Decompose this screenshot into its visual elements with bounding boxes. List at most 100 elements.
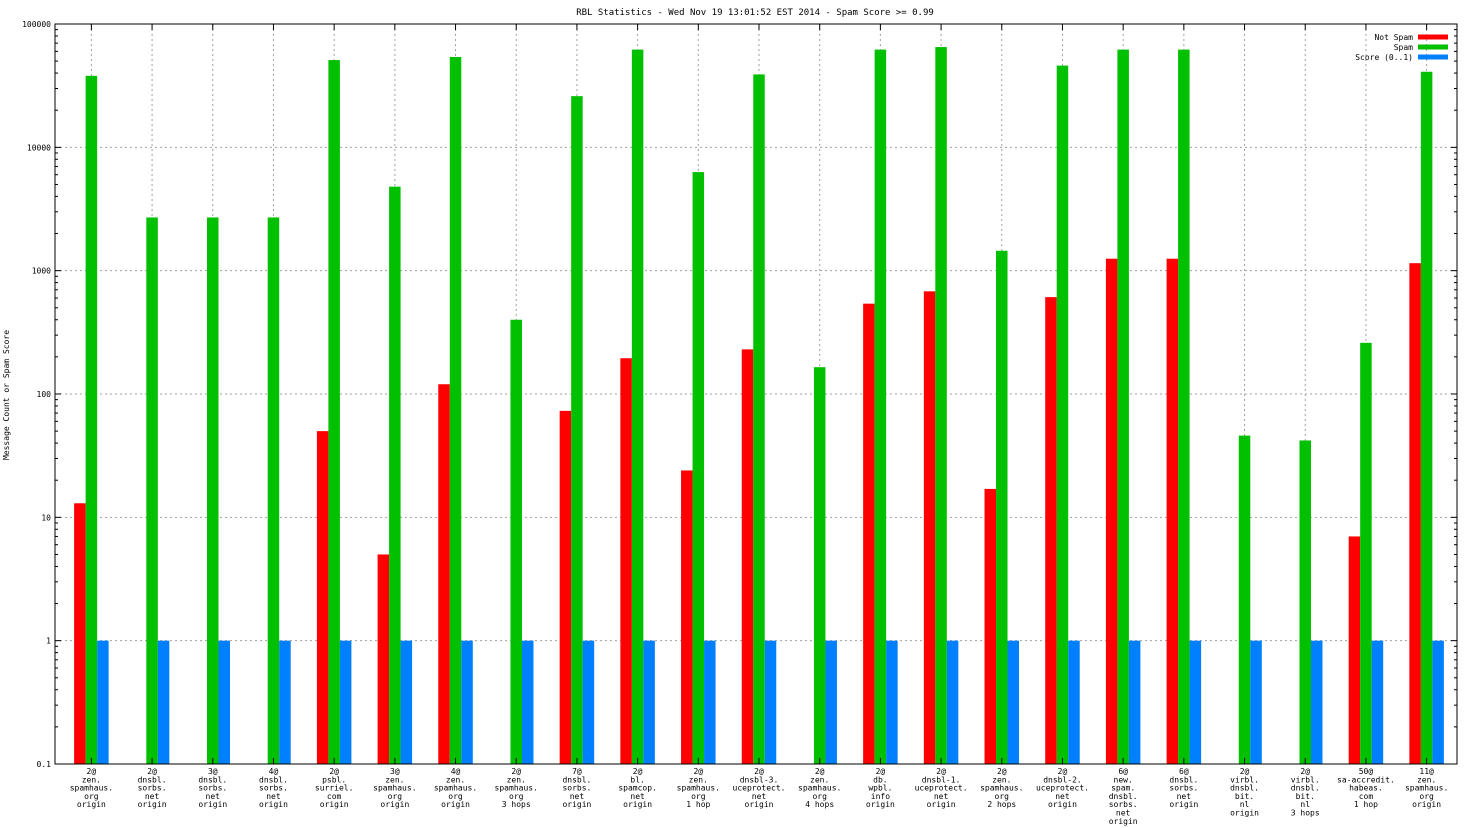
bar-spam: [692, 172, 705, 765]
x-tick-label: 50@ sa-accredit. habeas. com 1 hop: [1337, 767, 1395, 809]
bar-spam: [1178, 49, 1190, 764]
x-tick-label: 2@ zen. spamhaus. org 2 hops: [980, 767, 1023, 809]
chart-title: RBL Statistics - Wed Nov 19 13:01:52 EST…: [576, 8, 934, 18]
y-tick-label: 1000: [32, 267, 51, 276]
bar-spam: [631, 49, 644, 764]
bar-score-0-1: [1432, 640, 1444, 764]
legend-label: Spam: [1394, 43, 1413, 52]
bar-spam: [1056, 65, 1069, 764]
bar-spam: [510, 319, 522, 764]
bar-score-0-1: [339, 640, 352, 764]
bar-score-0-1: [764, 640, 777, 764]
x-tick-label: 11@ zen. spamhaus. org origin: [1405, 767, 1448, 809]
legend-label: Not Spam: [1374, 33, 1413, 42]
y-tick-label: 1: [46, 637, 51, 646]
bar-spam: [813, 367, 826, 764]
bar-score-0-1: [1068, 640, 1080, 764]
x-tick-label: 3@ zen. spamhaus. org origin: [373, 767, 416, 809]
x-tick-label: 2@ zen. spamhaus. org 4 hops: [798, 767, 841, 809]
bar-not-spam: [620, 358, 632, 764]
legend-swatch: [1418, 34, 1448, 40]
bar-spam: [328, 60, 340, 764]
bar-not-spam: [316, 431, 329, 764]
bars: [74, 47, 1444, 765]
bar-spam: [1420, 71, 1433, 765]
bar-score-0-1: [643, 640, 655, 764]
bar-score-0-1: [1128, 640, 1141, 764]
bar-not-spam: [681, 470, 693, 764]
bar-spam: [874, 49, 887, 764]
bar-score-0-1: [400, 640, 413, 764]
bar-score-0-1: [1007, 640, 1020, 764]
bar-score-0-1: [946, 640, 959, 764]
x-tick-label: 2@ zen. spamhaus. org origin: [70, 767, 113, 809]
bar-not-spam: [438, 384, 450, 764]
bar-not-spam: [1105, 258, 1118, 764]
y-tick-label: 100: [37, 390, 52, 399]
bar-score-0-1: [218, 640, 231, 764]
x-tick-label: 2@ virbl. dnsbl. bit. nl origin: [1230, 767, 1259, 818]
x-axis-labels: 2@ zen. spamhaus. org origin 2@ dnsbl. sorbs. ne…: [70, 24, 1448, 826]
bar-score-0-1: [886, 640, 898, 764]
x-tick-label: 2@ dnsbl-2. uceprotect. net origin: [1036, 767, 1089, 809]
x-tick-label: 2@ zen. spamhaus. org 3 hops: [495, 767, 538, 809]
y-axis-ticks: 0.1 1 10 100 1000 10000 100000: [22, 20, 1457, 769]
bar-spam: [996, 250, 1008, 764]
bar-spam: [1360, 342, 1372, 764]
bar-score-0-1: [279, 640, 291, 764]
x-tick-label: 2@ zen. spamhaus. org 1 hop: [677, 767, 720, 809]
bar-spam: [935, 47, 947, 764]
bar-spam: [1238, 435, 1251, 764]
x-tick-label: 2@ virbl. dnsbl. bit. nl 3 hops: [1291, 767, 1320, 818]
x-tick-label: 2@ dnsbl-3. uceprotect. net origin: [733, 767, 786, 809]
x-tick-label: 4@ dnsbl. sorbs. net origin: [259, 767, 288, 809]
y-tick-label: 0.1: [37, 760, 52, 769]
y-tick-label: 10: [41, 513, 51, 522]
bar-not-spam: [377, 554, 390, 764]
bar-score-0-1: [1310, 640, 1323, 764]
x-tick-label: 2@ psbl. surriel. com origin: [315, 767, 354, 809]
y-tick-label: 10000: [27, 143, 51, 152]
bar-score-0-1: [1250, 640, 1262, 764]
bar-spam: [85, 75, 98, 765]
bar-not-spam: [1166, 258, 1179, 764]
bar-not-spam: [559, 410, 572, 764]
bar-spam: [753, 74, 765, 764]
y-tick-label: 100000: [22, 20, 51, 29]
x-tick-label: 6@ dnsbl. sorbs. net origin: [1169, 767, 1198, 809]
x-tick-label: 6@ new. spam. dnsbl. sorbs. net origin: [1109, 767, 1138, 826]
x-tick-label: 7@ dnsbl. sorbs. net origin: [562, 767, 591, 809]
bar-score-0-1: [97, 640, 109, 764]
bar-spam: [207, 217, 219, 764]
bar-score-0-1: [704, 640, 716, 764]
bar-score-0-1: [825, 640, 837, 764]
legend-label: Score (0..1): [1355, 53, 1413, 62]
x-tick-label: 2@ bl. spamcop. net origin: [618, 767, 657, 809]
legend-swatch: [1418, 54, 1448, 60]
bar-spam: [571, 96, 583, 764]
x-tick-label: 2@ dnsbl-1. uceprotect. net origin: [915, 767, 968, 809]
x-tick-label: 2@ db. wpbl. info origin: [866, 767, 895, 809]
x-tick-label: 4@ zen. spamhaus. org origin: [434, 767, 477, 809]
x-tick-label: 3@ dnsbl. sorbs. net origin: [198, 767, 227, 809]
bar-score-0-1: [157, 640, 170, 764]
bar-score-0-1: [1371, 640, 1384, 764]
bar-score-0-1: [461, 640, 473, 764]
bar-not-spam: [923, 291, 936, 764]
bar-not-spam: [863, 303, 875, 764]
bar-not-spam: [984, 488, 997, 764]
bar-not-spam: [74, 503, 86, 764]
bar-spam: [267, 217, 280, 764]
bar-not-spam: [1045, 297, 1057, 764]
x-tick-label: 2@ dnsbl. sorbs. net origin: [138, 767, 167, 809]
bar-spam: [449, 57, 462, 765]
bar-score-0-1: [521, 640, 534, 764]
bar-spam: [146, 217, 158, 764]
bar-spam: [389, 186, 401, 764]
bar-not-spam: [1409, 263, 1421, 764]
bar-not-spam: [741, 349, 754, 764]
y-axis-label: Message Count or Spam Score: [2, 330, 11, 460]
bar-not-spam: [1348, 536, 1361, 764]
